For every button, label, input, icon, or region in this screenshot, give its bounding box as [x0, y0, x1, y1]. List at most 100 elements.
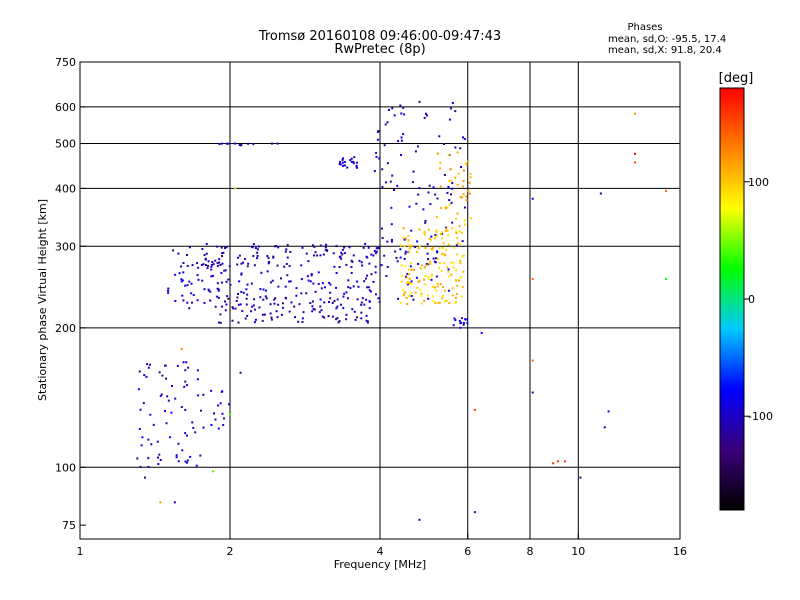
data-point	[417, 262, 420, 265]
data-point	[407, 280, 410, 283]
data-point	[449, 179, 452, 182]
y-tick-label: 75	[62, 519, 76, 532]
data-point	[206, 267, 209, 270]
data-point	[182, 271, 185, 274]
data-point	[333, 300, 336, 303]
data-point	[376, 131, 379, 134]
data-point	[377, 246, 380, 249]
data-point	[210, 268, 213, 271]
data-point	[386, 162, 389, 165]
data-point	[363, 303, 366, 306]
data-point	[203, 301, 206, 304]
data-point	[412, 268, 415, 271]
data-point	[390, 238, 393, 241]
data-point	[197, 278, 200, 281]
y-tick-label: 300	[55, 240, 76, 253]
data-point	[312, 282, 315, 285]
data-point	[353, 156, 356, 159]
data-point	[418, 100, 421, 103]
data-point	[407, 273, 410, 276]
data-point	[434, 286, 437, 289]
data-point	[425, 114, 428, 117]
data-point	[218, 143, 221, 146]
data-point	[336, 298, 339, 301]
data-point	[201, 279, 204, 282]
data-point	[447, 275, 450, 278]
data-point	[427, 228, 430, 231]
data-point	[375, 250, 378, 253]
data-point	[454, 176, 457, 179]
data-point	[186, 459, 189, 462]
data-point	[329, 283, 332, 286]
data-point	[461, 255, 464, 258]
data-point	[410, 292, 413, 295]
data-point	[437, 302, 440, 305]
data-point	[172, 249, 175, 252]
data-point	[341, 161, 344, 164]
data-point	[311, 300, 314, 303]
data-point	[281, 302, 284, 305]
data-point	[455, 244, 458, 247]
data-point	[240, 290, 243, 293]
data-point	[430, 275, 433, 278]
data-point	[350, 266, 353, 269]
data-point	[241, 309, 244, 312]
data-point	[439, 161, 442, 164]
stats-heading: Phases	[627, 22, 662, 33]
data-point	[445, 229, 448, 232]
data-point	[374, 271, 377, 274]
data-point	[459, 147, 462, 150]
data-point	[459, 243, 462, 246]
data-point	[373, 249, 376, 252]
data-point	[418, 187, 421, 190]
data-point	[174, 299, 177, 302]
data-point	[158, 371, 161, 374]
data-point	[455, 292, 458, 295]
data-point	[256, 257, 259, 260]
data-point	[355, 164, 358, 167]
data-point	[427, 297, 430, 300]
data-point	[407, 268, 410, 271]
data-point	[225, 142, 228, 145]
data-point	[450, 261, 453, 264]
data-point	[219, 313, 222, 316]
data-point	[351, 260, 354, 263]
data-point	[380, 227, 383, 230]
data-point	[424, 275, 427, 278]
data-point	[436, 285, 439, 288]
data-point	[218, 321, 221, 324]
data-point	[167, 399, 170, 402]
data-point	[423, 232, 426, 235]
data-point	[360, 303, 363, 306]
data-point	[434, 233, 437, 236]
data-point	[240, 262, 243, 265]
data-point	[180, 406, 183, 409]
data-point	[377, 297, 380, 300]
data-point	[373, 170, 376, 173]
data-point	[665, 189, 668, 192]
data-point	[167, 289, 170, 292]
data-point	[328, 281, 331, 284]
data-point	[184, 460, 187, 463]
data-point	[409, 265, 412, 268]
data-point	[280, 277, 283, 280]
data-point	[338, 266, 341, 269]
data-point	[186, 284, 189, 287]
data-point	[327, 300, 330, 303]
data-point	[440, 207, 443, 210]
data-point	[339, 255, 342, 258]
data-point	[455, 253, 458, 256]
data-point	[210, 275, 213, 278]
data-point	[146, 363, 149, 366]
data-point	[366, 321, 369, 324]
data-point	[242, 261, 245, 264]
data-point	[336, 305, 339, 308]
data-point	[167, 291, 170, 294]
data-point	[147, 465, 150, 468]
data-point	[451, 294, 454, 297]
data-point	[234, 307, 237, 310]
data-point	[357, 285, 360, 288]
data-point	[340, 303, 343, 306]
data-point	[286, 256, 289, 259]
data-point	[417, 247, 420, 250]
